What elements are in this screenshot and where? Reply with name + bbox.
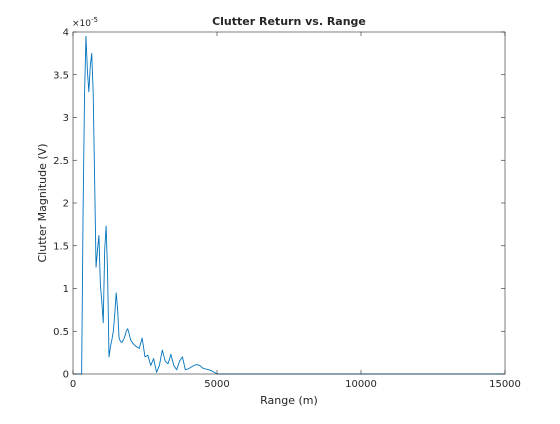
x-tick-label: 15000 xyxy=(489,379,521,390)
y-axis-exponent: ×10-5 xyxy=(72,16,98,29)
y-axis-label: Clutter Magnitude (V) xyxy=(36,143,49,262)
plot-area xyxy=(73,32,505,374)
y-tick-label: 2 xyxy=(63,199,69,210)
tick-layer: 0 5000 10000 15000 0 0.5 1 1.5 2 2.5 3 3.5 4 xyxy=(53,28,521,391)
x-tick-label: 10000 xyxy=(345,379,377,390)
y-tick-label: 2.5 xyxy=(53,156,69,167)
x-axis-label: Range (m) xyxy=(260,394,318,407)
y-tick-label: 3.5 xyxy=(53,70,69,81)
y-tick-label: 0 xyxy=(63,370,69,381)
chart-title: Clutter Return vs. Range xyxy=(212,15,366,28)
x-tick-label: 5000 xyxy=(204,379,229,390)
series-layer xyxy=(73,35,505,375)
x-tick-label: 0 xyxy=(70,379,76,390)
y-axis-exponent-power: -5 xyxy=(91,16,98,24)
y-tick-label: 0.5 xyxy=(53,327,69,338)
y-tick-label: 1 xyxy=(63,284,69,295)
y-tick-label: 1.5 xyxy=(53,241,69,252)
y-tick-label: 4 xyxy=(63,28,69,39)
series-line xyxy=(73,35,505,375)
y-axis-exponent-base: ×10 xyxy=(72,19,91,29)
y-tick-label: 3 xyxy=(63,113,69,124)
